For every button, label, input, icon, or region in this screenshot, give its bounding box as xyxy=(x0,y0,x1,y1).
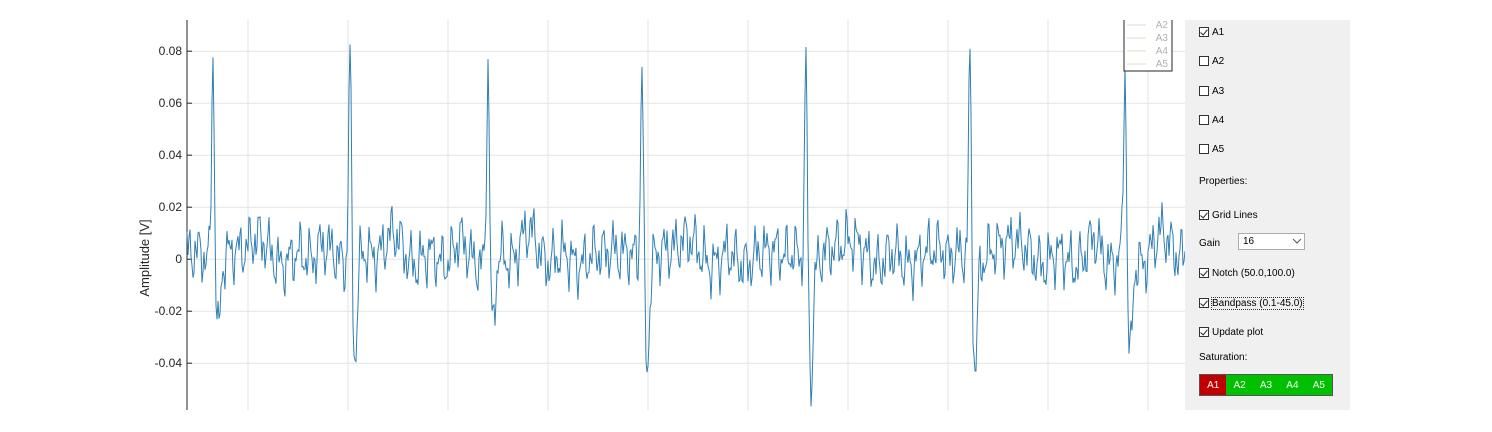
bandpass-checkbox[interactable]: Bandpass (0.1-45.0) xyxy=(1199,295,1304,311)
checkbox-a2-box[interactable] xyxy=(1199,56,1209,66)
amplitude-plot[interactable]: 0.08 0.06 0.04 0.02 0 -0.02 -0.04 Amplitude [V… xyxy=(135,20,1185,410)
y-tick-label: -0.02 xyxy=(155,304,183,318)
update-plot-checkbox[interactable]: Update plot xyxy=(1199,324,1263,340)
y-axis: 0.08 0.06 0.04 0.02 0 -0.02 -0.04 xyxy=(155,20,192,410)
y-tick-label: -0.04 xyxy=(155,356,183,370)
update-plot-label: Update plot xyxy=(1212,326,1264,338)
channel-a5-label: A5 xyxy=(1212,143,1225,155)
checkbox-a1-box[interactable] xyxy=(1199,27,1209,37)
channel-a3-checkbox[interactable]: A3 xyxy=(1199,83,1224,99)
y-tick-label: 0.06 xyxy=(159,96,183,110)
saturation-a3: A3 xyxy=(1252,375,1280,395)
channel-a4-label: A4 xyxy=(1212,114,1225,126)
channel-a1-checkbox[interactable]: A1 xyxy=(1199,24,1224,40)
saturation-indicator: A1 A2 A3 A4 A5 xyxy=(1199,374,1333,396)
legend: A2 A3 A4 A5 xyxy=(1123,20,1173,72)
channel-a2-checkbox[interactable]: A2 xyxy=(1199,53,1224,69)
legend-box xyxy=(1123,20,1173,72)
legend-entry: A4 xyxy=(1156,46,1169,57)
saturation-a4: A4 xyxy=(1279,375,1306,395)
checkbox-a3-box[interactable] xyxy=(1199,86,1209,96)
signal-line-a1 xyxy=(186,44,1185,407)
y-tick-label: 0.04 xyxy=(159,148,183,162)
channel-a2-label: A2 xyxy=(1212,55,1225,67)
y-axis-label: Amplitude [V] xyxy=(137,219,152,296)
grid-lines-checkbox[interactable]: Grid Lines xyxy=(1199,207,1258,223)
update-plot-box[interactable] xyxy=(1199,327,1209,337)
properties-heading: Properties: xyxy=(1199,176,1248,187)
legend-entry: A3 xyxy=(1156,33,1169,44)
gain-dropdown[interactable]: 16 xyxy=(1238,233,1305,250)
saturation-heading: Saturation: xyxy=(1199,352,1248,363)
saturation-a1: A1 xyxy=(1200,375,1227,395)
channel-a1-label: A1 xyxy=(1212,26,1225,38)
grid-lines-label: Grid Lines xyxy=(1212,209,1258,221)
bandpass-label: Bandpass (0.1-45.0) xyxy=(1211,296,1304,310)
control-panel: A1 A2 A3 A4 A5 Properties: Grid Lines Ga… xyxy=(1185,20,1350,410)
plot-area[interactable]: 0.08 0.06 0.04 0.02 0 -0.02 -0.04 Amplitude [V… xyxy=(135,20,1185,410)
legend-entry: A2 xyxy=(1156,20,1169,31)
y-tick-label: 0 xyxy=(175,252,182,266)
gain-value: 16 xyxy=(1243,236,1255,247)
legend-entry: A5 xyxy=(1156,59,1169,70)
checkbox-a5-box[interactable] xyxy=(1199,144,1209,154)
saturation-a2: A2 xyxy=(1226,375,1253,395)
notch-checkbox[interactable]: Notch (50.0,100.0) xyxy=(1199,265,1295,281)
grid-lines-box[interactable] xyxy=(1199,210,1209,220)
notch-box[interactable] xyxy=(1199,268,1209,278)
y-tick-label: 0.08 xyxy=(159,44,183,58)
chevron-down-icon[interactable] xyxy=(1290,234,1304,249)
bandpass-box[interactable] xyxy=(1199,298,1209,308)
channel-a4-checkbox[interactable]: A4 xyxy=(1199,112,1224,128)
notch-label: Notch (50.0,100.0) xyxy=(1212,267,1295,279)
checkbox-a4-box[interactable] xyxy=(1199,115,1209,125)
channel-a5-checkbox[interactable]: A5 xyxy=(1199,141,1224,157)
gain-label: Gain xyxy=(1199,238,1221,249)
channel-a3-label: A3 xyxy=(1212,85,1225,97)
saturation-a5: A5 xyxy=(1305,375,1333,395)
grid-lines xyxy=(187,20,1185,410)
y-tick-label: 0.02 xyxy=(159,200,183,214)
